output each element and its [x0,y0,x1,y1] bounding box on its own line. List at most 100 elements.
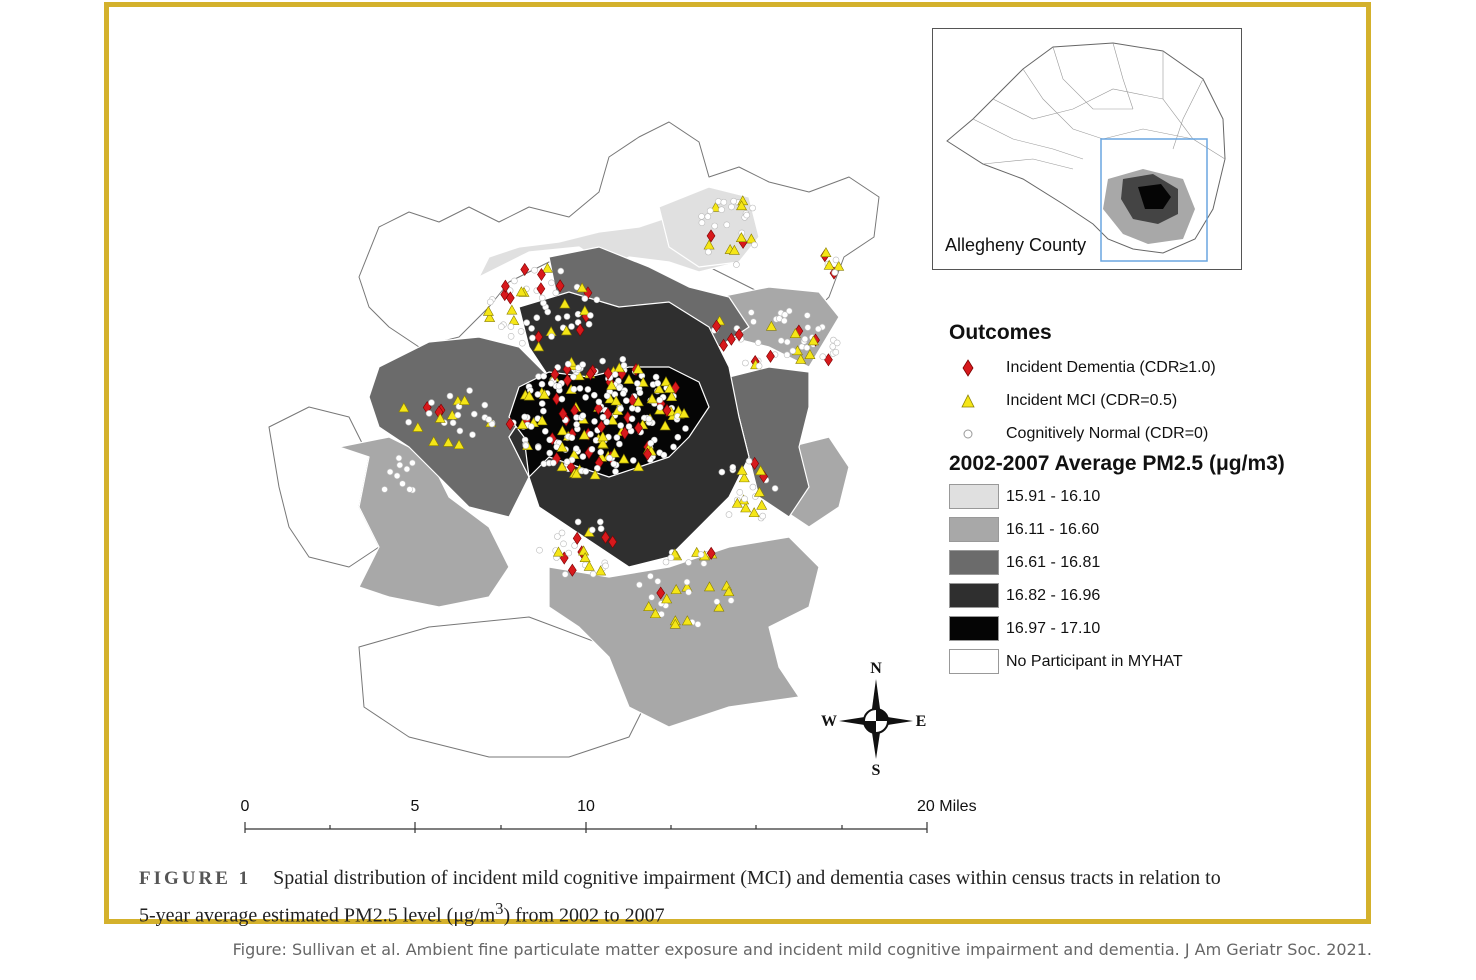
dementia-point [597,420,606,434]
normal-point [485,416,493,423]
dementia-point [558,407,568,421]
dementia-point [537,267,546,282]
mci-point [738,472,750,483]
normal-point [497,323,505,331]
normal-point [616,440,623,448]
normal-point [783,338,791,346]
normal-point [507,332,515,340]
normal-point [517,328,525,335]
legend-item-dementia: Incident Dementia (CDR≥1.0) [945,351,1365,384]
normal-point [728,203,735,211]
normal-point [455,403,463,410]
normal-point [634,406,642,413]
normal-point [486,298,494,306]
compass-w: W [821,713,837,730]
normal-point [446,392,454,400]
dementia-point [706,546,716,560]
normal-point [534,444,542,451]
mci-point [608,447,620,458]
normal-point [633,380,641,387]
mci-point [607,414,619,425]
normal-point [832,348,840,356]
normal-point [579,453,587,460]
mci-point [570,468,582,479]
pm-legend-title: 2002-2007 Average PM2.5 (μg/m3) [949,452,1285,475]
normal-point [602,562,609,570]
color-swatch [949,484,999,509]
normal-point [538,294,546,302]
normal-point [656,396,664,404]
figure-label: FIGURE 1 [139,868,252,889]
legend-label: 15.91 - 16.10 [1006,488,1101,505]
normal-point [831,269,839,276]
mci-point [533,341,545,352]
normal-point [564,360,572,368]
mci-point [576,282,588,293]
dementia-point [601,530,610,544]
mci-point [660,376,672,387]
normal-point [747,309,755,316]
mci-point [736,200,748,211]
inset-label: Allegheny County [945,235,1087,255]
normal-point [652,373,660,381]
normal-point [683,578,691,586]
mci-point [681,615,693,626]
mci-point [646,393,658,404]
normal-point [582,393,589,401]
normal-point [531,266,538,274]
legend-label: Incident MCI (CDR=0.5) [1006,392,1178,409]
scale-tick-label-5: 5 [411,798,420,815]
normal-point [610,460,618,468]
county-outline [946,42,1226,262]
normal-point [674,433,682,441]
caption-text-1: Spatial distribution of incident mild co… [273,867,1221,889]
normal-point [670,443,677,451]
mci-point [482,305,494,316]
mci-point [710,201,722,212]
normal-point [694,620,702,628]
dementia-point [706,229,716,243]
normal-point [544,308,552,316]
mci-point [553,546,565,557]
normal-point [533,314,541,322]
dementia-point [766,349,775,363]
normal-point [570,385,578,393]
normal-point [469,431,476,439]
mci-point [556,425,568,436]
normal-point [470,410,478,418]
legend-label: 16.61 - 16.81 [1006,554,1101,571]
mci-point [637,376,649,387]
normal-point [574,518,582,526]
figure-frame: Allegheny County Outcomes Incident Demen… [104,2,1371,927]
normal-point [750,318,757,326]
legend-label: Cognitively Normal (CDR=0) [1006,425,1209,442]
normal-point [393,472,401,480]
mci-point [606,379,618,390]
mci-point [755,465,767,476]
normal-point [590,391,598,399]
mci-point [618,453,630,464]
normal-point [381,486,388,493]
red-diamond-icon [962,359,974,377]
map-legend: Outcomes Incident Dementia (CDR≥1.0) Inc… [945,321,1365,678]
mci-point [833,260,845,271]
normal-point [481,401,489,409]
normal-point [548,279,555,287]
mci-point [516,419,528,430]
normal-point [654,379,662,387]
white-circle-icon [963,429,973,439]
mci-point [579,305,591,316]
normal-point [587,312,594,319]
normal-point [742,359,749,367]
dementia-point [719,338,728,352]
normal-point [541,427,549,435]
caption-line-2: 5-year average estimated PM2.5 level (μg… [139,894,1354,931]
inset-locator-map: Allegheny County [932,28,1242,270]
mci-point [442,436,454,447]
normal-point [781,311,789,319]
normal-point [803,312,811,319]
normal-point [581,295,589,302]
normal-point [597,525,605,533]
mci-point [610,395,622,406]
normal-point [804,324,812,331]
